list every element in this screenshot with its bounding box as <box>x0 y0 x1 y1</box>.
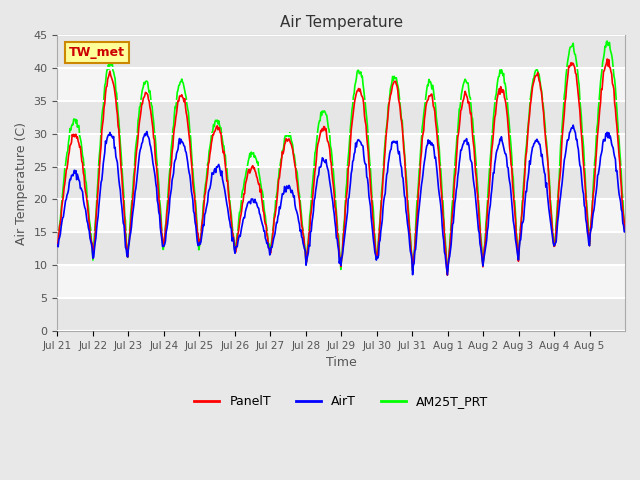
Bar <box>58 36 625 68</box>
PanelT <box>604 56 611 62</box>
AirT <box>274 214 282 219</box>
PanelT <box>253 173 260 179</box>
PanelT <box>444 272 451 278</box>
PanelT <box>54 241 61 247</box>
PanelT <box>274 186 282 192</box>
AM25T_PRT <box>54 242 61 248</box>
AirT <box>570 122 577 128</box>
Bar <box>58 298 625 331</box>
AirT <box>400 184 408 190</box>
AM25T_PRT <box>621 229 629 235</box>
Line: AM25T_PRT: AM25T_PRT <box>58 41 625 272</box>
AirT <box>444 272 451 278</box>
Title: Air Temperature: Air Temperature <box>280 15 403 30</box>
AM25T_PRT <box>120 195 128 201</box>
AirT <box>621 229 629 235</box>
Line: AirT: AirT <box>58 125 625 275</box>
Bar <box>58 101 625 134</box>
AirT <box>432 155 440 160</box>
PanelT <box>120 206 128 212</box>
AM25T_PRT <box>604 38 611 44</box>
AirT <box>225 211 232 216</box>
Legend: PanelT, AirT, AM25T_PRT: PanelT, AirT, AM25T_PRT <box>189 390 493 413</box>
AirT <box>253 200 260 205</box>
Line: PanelT: PanelT <box>58 59 625 275</box>
AM25T_PRT <box>432 103 440 109</box>
AirT <box>54 242 61 248</box>
PanelT <box>621 229 629 235</box>
PanelT <box>432 119 440 124</box>
Bar <box>58 232 625 265</box>
PanelT <box>400 146 408 152</box>
X-axis label: Time: Time <box>326 356 356 369</box>
AM25T_PRT <box>444 269 451 275</box>
Text: TW_met: TW_met <box>68 46 125 59</box>
AM25T_PRT <box>274 179 282 185</box>
AirT <box>120 222 128 228</box>
PanelT <box>225 190 232 195</box>
AM25T_PRT <box>225 183 232 189</box>
Bar <box>58 167 625 200</box>
AM25T_PRT <box>400 140 408 145</box>
Y-axis label: Air Temperature (C): Air Temperature (C) <box>15 121 28 245</box>
AM25T_PRT <box>253 157 260 163</box>
